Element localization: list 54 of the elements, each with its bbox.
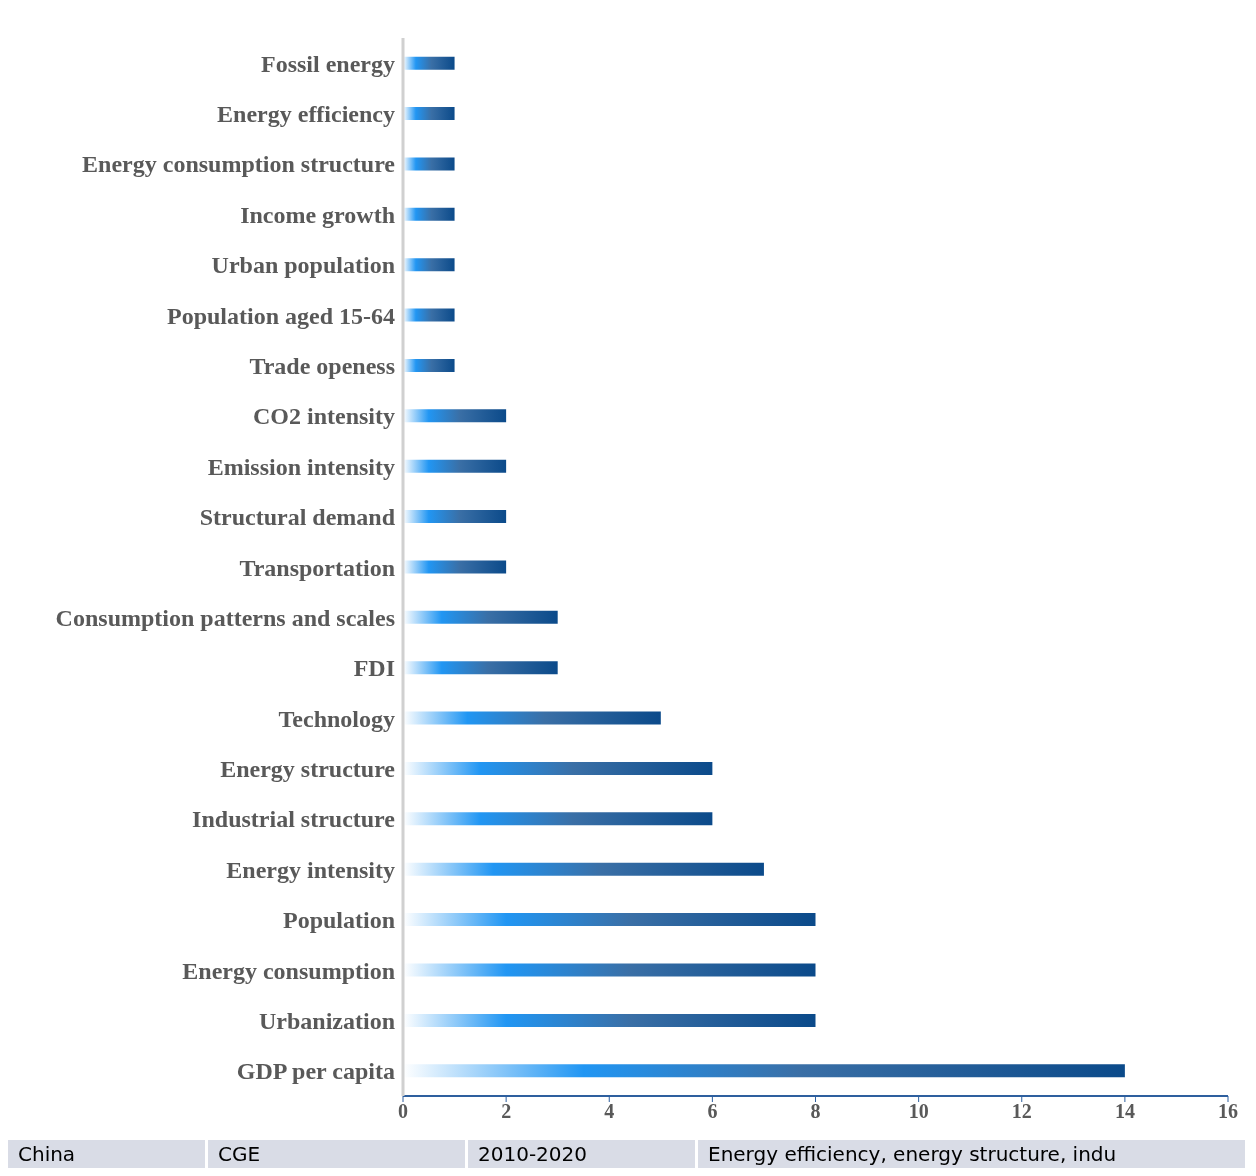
x-tick-label: 8	[810, 1100, 821, 1123]
y-tick-label: Energy consumption structure	[82, 151, 396, 178]
bar	[403, 711, 661, 725]
x-tick-label: 6	[707, 1100, 718, 1123]
text: CGE	[208, 1140, 468, 1168]
y-tick-label: Industrial structure	[192, 806, 396, 833]
x-tick-label: 14	[1114, 1100, 1135, 1123]
bar	[403, 610, 558, 624]
x-tick-label: 4	[604, 1100, 615, 1123]
bar	[403, 258, 455, 272]
bar	[403, 661, 558, 675]
x-tick-label: 10	[908, 1100, 929, 1123]
bar	[403, 409, 507, 423]
bar	[403, 510, 507, 524]
text: Energy efficiency, energy structure, indu	[698, 1140, 1248, 1168]
bar	[403, 107, 455, 121]
bar	[403, 862, 764, 876]
bar	[403, 308, 455, 322]
x-tick-label: 12	[1011, 1100, 1032, 1123]
y-tick-label: FDI	[353, 655, 395, 682]
bar	[403, 56, 455, 70]
bar	[403, 560, 507, 574]
bar	[403, 358, 455, 372]
y-tick-label: Structural demand	[199, 504, 396, 531]
x-tick-label: 16	[1218, 1100, 1238, 1123]
bar	[403, 207, 455, 221]
bar	[403, 963, 816, 977]
bar	[403, 913, 816, 927]
bar	[403, 157, 455, 171]
y-tick-label: Urban population	[211, 252, 395, 279]
y-tick-label: Energy efficiency	[217, 101, 395, 128]
y-tick-label: Energy structure	[220, 756, 396, 783]
y-tick-label: Consumption patterns and scales	[55, 604, 395, 631]
y-tick-label: Energy consumption	[182, 957, 395, 984]
y-tick-label: Population aged 15-64	[166, 302, 395, 329]
bar	[403, 459, 507, 473]
y-tick-label: Transportation	[239, 554, 395, 581]
y-tick-label: Fossil energy	[261, 50, 395, 77]
y-tick-label: Income growth	[240, 201, 395, 228]
y-tick-label: Urbanization	[258, 1007, 395, 1034]
text: China	[8, 1140, 208, 1168]
y-tick-label: GDP per capita	[236, 1058, 395, 1085]
bar	[403, 761, 713, 775]
y-tick-label: CO2 intensity	[252, 403, 395, 430]
y-tick-label: Emission intensity	[207, 453, 395, 480]
bar	[403, 812, 713, 826]
y-tick-label: Trade openess	[249, 353, 395, 379]
text: 2010-2020	[468, 1140, 698, 1168]
y-tick-label: Energy intensity	[226, 856, 395, 883]
y-tick-label: Population	[282, 907, 395, 934]
x-tick-label: 0	[398, 1100, 408, 1123]
x-tick-label: 2	[501, 1100, 512, 1123]
bar	[403, 1013, 816, 1027]
y-tick-label: Technology	[278, 705, 395, 732]
